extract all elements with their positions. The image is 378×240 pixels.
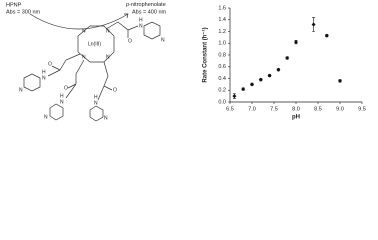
atom: N	[106, 28, 110, 34]
atom: O	[128, 38, 132, 44]
x-tick-label: 9.5	[358, 106, 366, 112]
x-tick-label: 8.0	[292, 106, 300, 112]
point	[324, 33, 329, 38]
atom: H	[60, 93, 64, 99]
atom: N	[104, 115, 108, 121]
atom: N	[82, 54, 86, 60]
pyridine	[89, 105, 104, 122]
product-prefix: p	[125, 2, 129, 8]
point	[311, 22, 316, 27]
y-tick-label: 0.6	[218, 64, 226, 70]
y-tick-label: 0.4	[218, 76, 226, 82]
arm	[105, 21, 139, 38]
point	[338, 78, 342, 83]
atom: O	[64, 85, 68, 91]
atom: H	[94, 94, 98, 100]
atom: N	[161, 37, 165, 43]
metal: Ln(III)	[88, 41, 101, 47]
atom: N	[82, 28, 86, 34]
reactant-abs: Abs = 300 nm	[6, 9, 41, 15]
point	[232, 94, 237, 99]
x-tick-label: 7.5	[270, 106, 278, 112]
x-tick-label: 8.5	[314, 106, 322, 112]
product: p-nitrophenolate	[125, 2, 166, 8]
macrocycle	[77, 25, 115, 63]
atom: O	[48, 61, 52, 67]
atom: O	[113, 87, 117, 93]
point	[258, 77, 263, 82]
point	[241, 87, 246, 92]
pyridine	[49, 103, 64, 121]
atom: H	[42, 69, 46, 75]
x-tick-label: 7.0	[248, 106, 256, 112]
atom: N	[94, 100, 98, 106]
arm	[65, 59, 85, 99]
point	[294, 40, 298, 45]
atom: N	[44, 114, 48, 120]
point	[285, 55, 290, 60]
y-axis-label: Rate Constant (h⁻¹)	[202, 27, 209, 82]
product-name: -nitrophenolate	[129, 2, 166, 8]
reactant: HPNP	[6, 2, 22, 8]
x-axis-label: pH	[292, 115, 300, 121]
point	[276, 67, 281, 72]
x-tick-label: 9.0	[336, 106, 344, 112]
y-tick-label: 0.8	[218, 52, 226, 58]
y-tick-label: 1.6	[218, 5, 226, 11]
atom: N	[139, 23, 143, 29]
atom: N	[60, 99, 64, 105]
pyridine	[23, 73, 41, 92]
arrow	[29, 13, 129, 30]
atom: N	[19, 87, 23, 93]
arrow-head	[124, 13, 129, 19]
product-abs: Abs = 400 nm	[132, 9, 167, 15]
point	[267, 73, 272, 78]
y-tick-label: 1.0	[218, 41, 226, 47]
y-tick-label: 1.4	[218, 17, 226, 23]
molecule: HPNP Abs = 300 nm p-nitrophenolate Abs =…	[6, 2, 167, 122]
y-tick-label: 0.0	[218, 99, 226, 105]
x-tick-label: 6.5	[226, 106, 234, 112]
figure: HPNP Abs = 300 nm p-nitrophenolate Abs =…	[6, 2, 366, 122]
y-tick-label: 1.2	[218, 29, 226, 35]
atom: N	[42, 75, 46, 81]
y-tick-label: 0.2	[218, 88, 226, 94]
pyridine	[143, 21, 161, 40]
plot: Rate Constant (h⁻¹) pH 0.0 0.2 0.4 0.6 0.8 1.…	[202, 5, 366, 120]
arm	[97, 61, 113, 101]
atom: N	[106, 54, 110, 60]
point	[250, 82, 254, 87]
atom: H	[139, 17, 143, 23]
arm	[47, 53, 81, 77]
